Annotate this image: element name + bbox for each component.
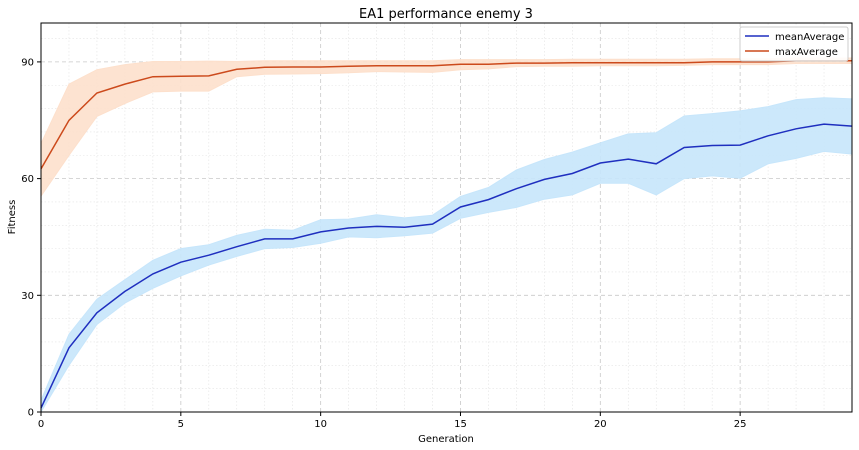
axis-ticks: 0 5 10 15 20 25 0 30 60 90 — [21, 57, 746, 430]
line-meanAverage — [40, 123, 853, 409]
x-tick-label: 20 — [594, 419, 607, 430]
series-lines — [40, 59, 853, 409]
series-bands — [40, 57, 853, 414]
legend: meanAverage maxAverage — [739, 26, 849, 62]
x-tick-label: 15 — [454, 419, 467, 430]
x-axis-label: Generation — [418, 434, 474, 445]
y-tick-label: 60 — [21, 174, 34, 185]
legend-label-meanAverage: meanAverage — [775, 32, 844, 43]
plot-frame — [40, 22, 853, 413]
y-tick-label: 30 — [21, 291, 34, 302]
x-tick-label: 5 — [178, 419, 184, 430]
y-tick-label: 90 — [21, 57, 34, 68]
x-tick-label: 25 — [734, 419, 747, 430]
line-maxAverage — [40, 59, 852, 170]
y-axis-label: Fitness — [7, 200, 18, 235]
x-tick-label: 0 — [38, 419, 44, 430]
legend-label-maxAverage: maxAverage — [775, 47, 838, 58]
y-tick-label: 0 — [28, 408, 34, 419]
chart-title: EA1 performance enemy 3 — [359, 7, 533, 22]
x-tick-label: 10 — [314, 419, 327, 430]
